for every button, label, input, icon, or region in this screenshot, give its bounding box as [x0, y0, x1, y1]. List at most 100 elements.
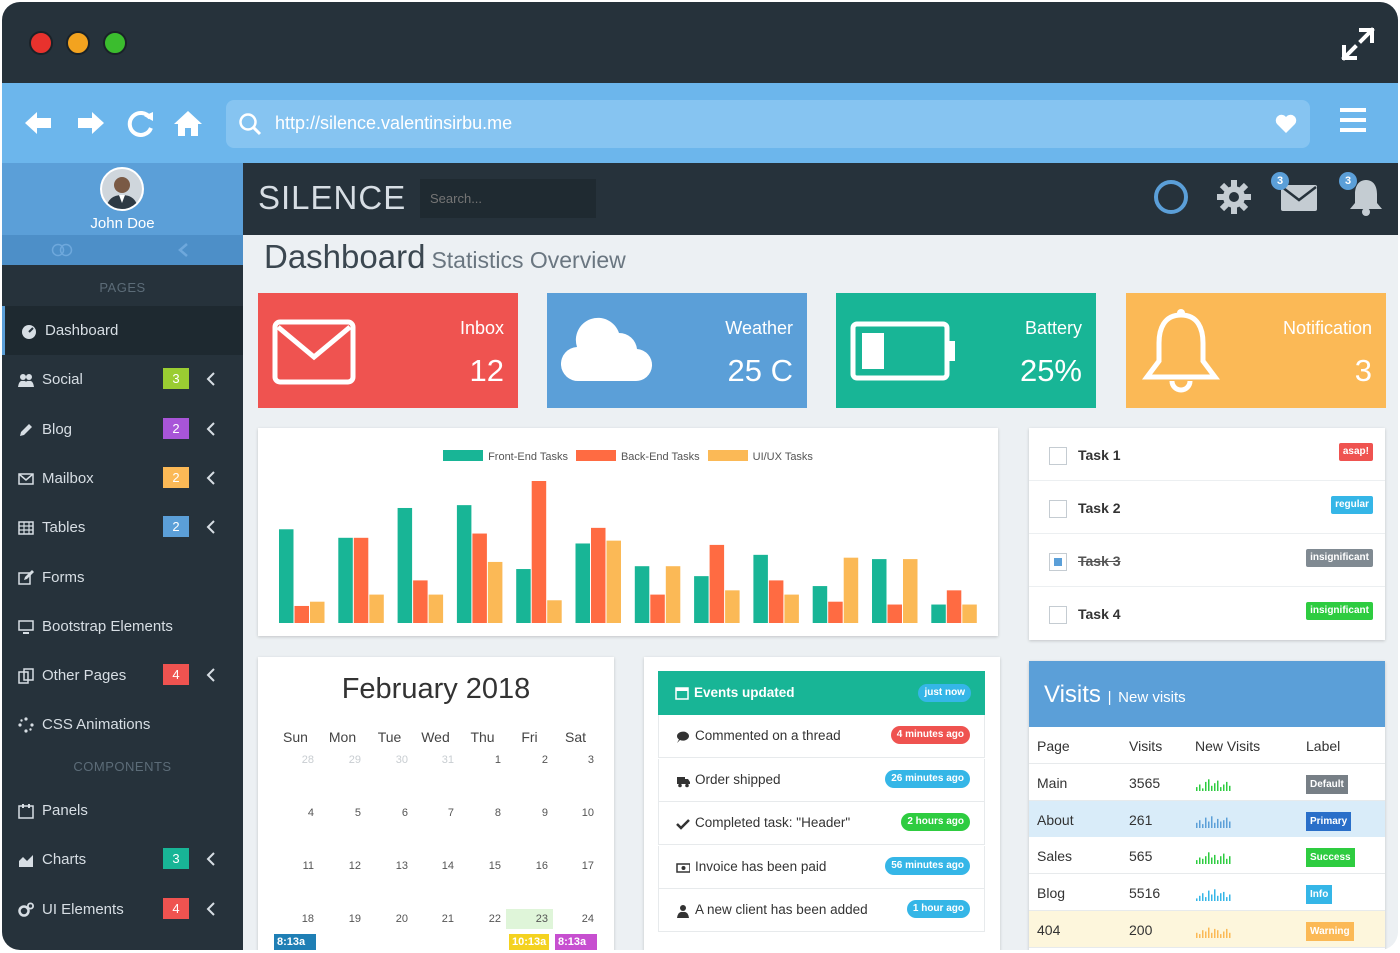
bar-front-end-tasks-4[interactable]	[456, 505, 472, 623]
calendar-day[interactable]: 8	[494, 807, 501, 819]
bar-back-end-tasks-3[interactable]	[413, 580, 428, 623]
legend-entry[interactable]: UI/UX Tasks	[707, 450, 813, 463]
calendar-day[interactable]: 28	[301, 754, 314, 766]
table-row[interactable]: 404 200 Warning	[1029, 910, 1385, 948]
notification-tile[interactable]: Notification 3	[1126, 293, 1386, 408]
close-window-button[interactable]	[29, 31, 53, 55]
bar-front-end-tasks-5[interactable]	[516, 569, 531, 623]
calendar-day[interactable]: 9	[541, 807, 548, 819]
sidebar-item-css-animations[interactable]: CSS Animations	[2, 700, 243, 749]
mail-icon[interactable]	[1279, 177, 1319, 217]
chevron-left-icon[interactable]	[206, 471, 216, 485]
calendar-event[interactable]: 8:13a	[274, 934, 316, 950]
sidebar-item-tables[interactable]: Tables 2	[2, 503, 243, 552]
bar-ui-ux-tasks-5[interactable]	[547, 600, 562, 623]
search-input[interactable]	[420, 179, 596, 218]
bar-back-end-tasks-11[interactable]	[887, 604, 903, 623]
task-item[interactable]: Task 3 insignificant	[1029, 534, 1385, 587]
chevron-left-icon[interactable]	[206, 372, 216, 387]
bar-ui-ux-tasks-12[interactable]	[962, 604, 977, 623]
calendar-day[interactable]: 16	[535, 860, 548, 872]
bar-front-end-tasks-9[interactable]	[753, 554, 768, 623]
bar-front-end-tasks-10[interactable]	[812, 586, 828, 623]
bar-front-end-tasks-12[interactable]	[931, 604, 946, 623]
legend-entry[interactable]: Front-End Tasks	[443, 450, 568, 463]
bar-ui-ux-tasks-2[interactable]	[369, 594, 384, 623]
bar-ui-ux-tasks-8[interactable]	[725, 590, 740, 623]
bar-ui-ux-tasks-7[interactable]	[665, 566, 681, 623]
bar-front-end-tasks-1[interactable]	[279, 529, 294, 623]
sidebar-item-mailbox[interactable]: Mailbox 2	[2, 454, 243, 503]
task-item[interactable]: Task 1 asap!	[1029, 428, 1385, 481]
bar-back-end-tasks-8[interactable]	[709, 544, 725, 623]
chevron-left-icon[interactable]	[206, 668, 216, 682]
task-item[interactable]: Task 2 regular	[1029, 481, 1385, 534]
bar-ui-ux-tasks-9[interactable]	[784, 594, 799, 623]
calendar-day[interactable]: 10	[581, 807, 594, 819]
legend-entry[interactable]: Back-End Tasks	[575, 450, 700, 463]
bar-back-end-tasks-1[interactable]	[294, 605, 310, 623]
inbox-tile[interactable]: Inbox 12	[258, 293, 518, 408]
bar-ui-ux-tasks-1[interactable]	[310, 601, 325, 623]
bar-ui-ux-tasks-4[interactable]	[487, 561, 503, 623]
calendar-day[interactable]: 12	[348, 860, 361, 872]
calendar-day[interactable]: 23	[506, 909, 553, 929]
calendar-day[interactable]: 5	[354, 807, 361, 819]
calendar-day[interactable]: 15	[488, 860, 501, 872]
calendar-day[interactable]: 14	[441, 860, 454, 872]
user-profile[interactable]: John Doe	[2, 163, 243, 235]
calendar-day[interactable]: 13	[395, 860, 408, 872]
calendar-day[interactable]: 24	[581, 913, 594, 925]
calendar-day[interactable]: 6	[401, 807, 408, 819]
table-row[interactable]: Sales 565 Success	[1029, 837, 1385, 875]
task-checkbox[interactable]	[1049, 606, 1067, 624]
calendar-day[interactable]: 22	[488, 913, 501, 925]
column-header[interactable]: New Visits	[1195, 738, 1261, 754]
bar-front-end-tasks-3[interactable]	[397, 507, 413, 623]
bar-ui-ux-tasks-11[interactable]	[903, 559, 918, 623]
hamburger-menu-icon[interactable]	[1338, 105, 1368, 135]
calendar-day[interactable]: 11	[302, 860, 314, 872]
chevron-left-icon[interactable]	[206, 852, 216, 867]
bar-ui-ux-tasks-10[interactable]	[843, 557, 859, 623]
calendar-day[interactable]: 30	[395, 754, 408, 766]
calendar-day[interactable]: 19	[348, 913, 361, 925]
task-checkbox[interactable]	[1049, 447, 1067, 465]
avatar[interactable]	[100, 167, 144, 211]
collapse-sidebar-icon[interactable]	[177, 242, 189, 258]
event-item[interactable]: A new client has been added 1 hour ago	[658, 889, 985, 932]
minimize-window-button[interactable]	[66, 31, 90, 55]
toggle-icon[interactable]	[51, 243, 73, 257]
event-item[interactable]: Commented on a thread 4 minutes ago	[658, 715, 985, 758]
address-bar[interactable]: http://silence.valentinsirbu.me	[226, 100, 1310, 148]
task-checkbox[interactable]	[1049, 553, 1067, 571]
column-header[interactable]: Page	[1037, 738, 1070, 754]
reload-icon[interactable]	[125, 107, 157, 139]
home-icon[interactable]	[172, 107, 204, 139]
bar-front-end-tasks-2[interactable]	[338, 537, 353, 623]
chevron-left-icon[interactable]	[206, 520, 216, 534]
bar-back-end-tasks-4[interactable]	[472, 533, 487, 623]
calendar-day[interactable]: 7	[447, 807, 454, 819]
battery-tile[interactable]: Battery 25%	[836, 293, 1096, 408]
table-row[interactable]: Blog 5516 Info	[1029, 874, 1385, 912]
gear-icon[interactable]	[1214, 177, 1254, 217]
chevron-left-icon[interactable]	[206, 901, 216, 916]
weather-tile[interactable]: Weather 25 C	[547, 293, 807, 408]
sidebar-item-charts[interactable]: Charts 3	[2, 835, 243, 884]
bell-icon[interactable]	[1346, 177, 1386, 217]
sidebar-item-dashboard[interactable]: Dashboard	[2, 306, 243, 355]
event-item[interactable]: Order shipped 26 minutes ago	[658, 758, 985, 802]
calendar-day[interactable]: 17	[581, 860, 594, 872]
calendar-day[interactable]: 1	[494, 754, 501, 766]
calendar-event[interactable]: 10:13a	[509, 934, 549, 950]
bar-ui-ux-tasks-6[interactable]	[606, 540, 622, 623]
brand-logo[interactable]: SILENCE	[258, 179, 407, 216]
maximize-window-button[interactable]	[103, 31, 127, 55]
sidebar-item-forms[interactable]: Forms	[2, 553, 243, 602]
event-item[interactable]: Completed task: "Header" 2 hours ago	[658, 802, 985, 845]
bar-ui-ux-tasks-3[interactable]	[428, 594, 444, 623]
task-item[interactable]: Task 4 insignificant	[1029, 587, 1385, 640]
back-arrow-icon[interactable]	[22, 107, 54, 139]
sidebar-item-ui-elements[interactable]: UI Elements 4	[2, 885, 243, 934]
